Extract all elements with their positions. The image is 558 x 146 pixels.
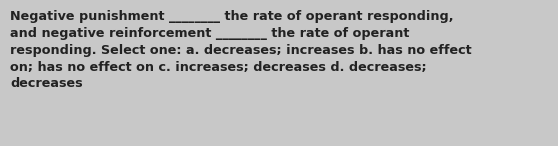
Text: Negative punishment ________ the rate of operant responding,
and negative reinfo: Negative punishment ________ the rate of… bbox=[10, 10, 472, 90]
